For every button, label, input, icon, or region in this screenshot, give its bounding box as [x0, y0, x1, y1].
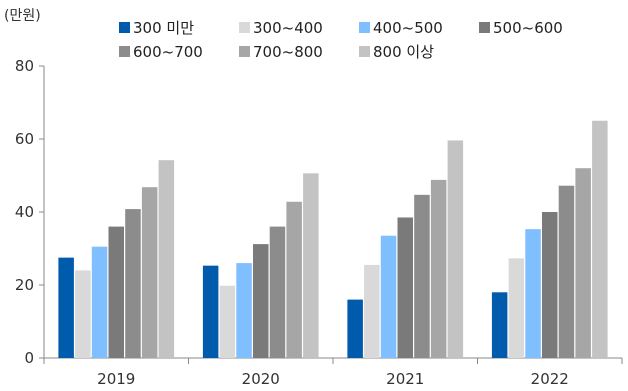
bar: [448, 140, 464, 358]
y-tick-label: 20: [15, 276, 34, 294]
bar: [592, 121, 608, 358]
bars: [58, 121, 607, 358]
legend-swatch: [239, 22, 250, 33]
bar: [92, 247, 108, 358]
legend-swatch: [479, 22, 490, 33]
legend-label: 400~500: [373, 19, 443, 37]
bar: [125, 209, 141, 358]
bar: [253, 244, 269, 358]
bar: [75, 270, 91, 358]
legend-label: 300~400: [253, 19, 323, 37]
bar: [414, 195, 430, 358]
legend-swatch: [239, 46, 250, 57]
bar: [509, 258, 524, 358]
legend-swatch: [119, 46, 130, 57]
bar: [575, 168, 591, 358]
x-tick-label: 2020: [242, 370, 280, 388]
legend: 300 미만 300~400 400~500 500~600 600~700 700~80…: [119, 19, 563, 61]
y-tick-label: 0: [24, 349, 34, 367]
bar: [270, 227, 286, 358]
legend-label: 500~600: [493, 19, 563, 37]
y-tick-label: 40: [15, 203, 34, 221]
y-unit-label: (만원): [4, 8, 41, 24]
x-tick-label: 2019: [97, 370, 135, 388]
bar: [236, 263, 252, 358]
bar: [347, 300, 363, 358]
x-tick-label: 2022: [531, 370, 569, 388]
legend-swatch: [359, 22, 370, 33]
legend-label: 600~700: [133, 43, 203, 61]
bar: [220, 286, 236, 358]
y-axis: 0 20 40 60 80: [15, 57, 44, 367]
x-axis: 2019 2020 2021 2022: [44, 358, 622, 388]
y-tick-label: 60: [15, 130, 34, 148]
bar: [364, 265, 380, 358]
legend-label: 800 이상: [373, 43, 434, 61]
legend-swatch: [119, 22, 130, 33]
bar: [303, 173, 319, 358]
bar: [286, 202, 302, 358]
y-tick-label: 80: [15, 57, 34, 75]
bar: [159, 160, 175, 358]
bar: [203, 266, 219, 358]
bar: [142, 187, 158, 358]
bar: [58, 258, 74, 358]
bar: [431, 180, 447, 358]
legend-label: 700~800: [253, 43, 323, 61]
bar: [559, 186, 575, 358]
x-tick-label: 2021: [386, 370, 424, 388]
bar: [525, 229, 541, 358]
bar: [398, 217, 414, 358]
legend-swatch: [359, 46, 370, 57]
legend-label: 300 미만: [133, 19, 194, 37]
bar: [381, 236, 397, 358]
bar: [542, 212, 558, 358]
bar: [492, 292, 508, 358]
bar: [109, 227, 125, 358]
